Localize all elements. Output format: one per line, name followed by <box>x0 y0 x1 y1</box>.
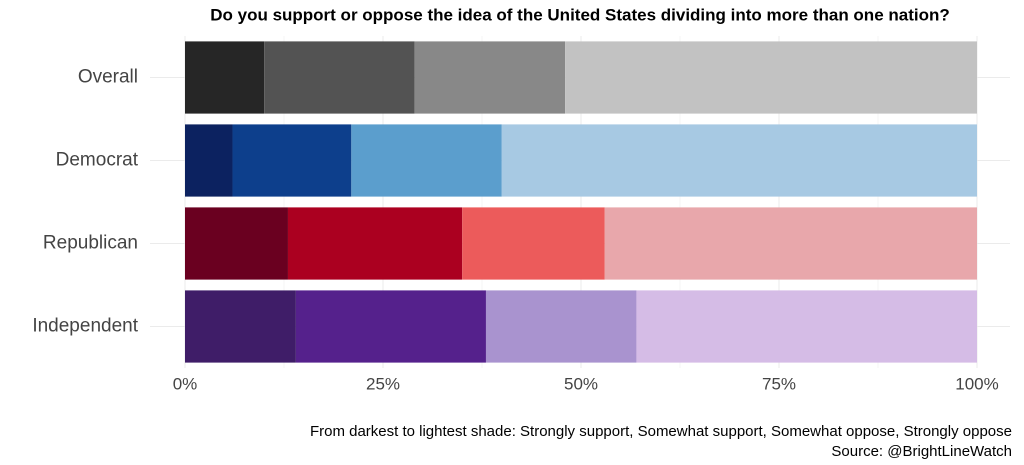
y-tick-label: Independent <box>32 316 138 337</box>
bar-segment <box>264 41 415 114</box>
bar-segment <box>185 41 265 114</box>
y-tick-label: Overall <box>78 67 138 88</box>
chart-title: Do you support or oppose the idea of the… <box>210 5 950 24</box>
y-tick-label: Democrat <box>56 150 139 171</box>
x-tick-label: 100% <box>955 374 998 393</box>
bar-segment <box>604 207 977 280</box>
bar-segment <box>295 290 486 363</box>
y-tick-label: Republican <box>43 233 138 254</box>
bar-segment <box>185 290 296 363</box>
caption: From darkest to lightest shade: Strongly… <box>310 423 1012 440</box>
x-tick-label: 75% <box>762 374 796 393</box>
bar-segment <box>287 207 463 280</box>
bar-segment <box>351 124 502 197</box>
bar-segment <box>185 207 288 280</box>
x-tick-label: 50% <box>564 374 598 393</box>
bar-segment <box>462 207 605 280</box>
caption: Source: @BrightLineWatch <box>831 443 1012 460</box>
x-tick-label: 0% <box>173 374 198 393</box>
x-tick-label: 25% <box>366 374 400 393</box>
bar-segment <box>501 124 977 197</box>
bar-segment <box>636 290 977 363</box>
bar-segment <box>185 124 233 197</box>
bar-segment <box>565 41 977 114</box>
bar-segment <box>232 124 352 197</box>
bar-segment <box>414 41 566 114</box>
bar-segment <box>485 290 637 363</box>
